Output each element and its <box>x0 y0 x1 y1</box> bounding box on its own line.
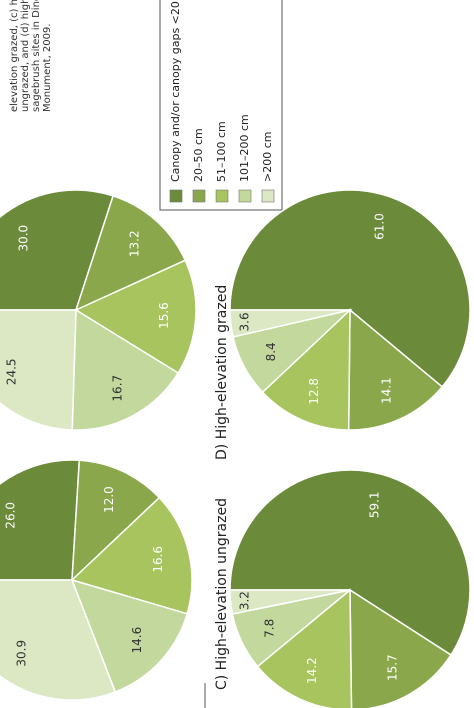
pie-slice <box>74 259 197 375</box>
legend-swatch <box>238 189 252 203</box>
pie-slice <box>0 309 77 431</box>
data-label: 7.8 <box>262 619 276 638</box>
pie-slice <box>347 308 444 431</box>
data-label: 30.0 <box>16 225 30 252</box>
data-label: 14.1 <box>380 377 394 404</box>
data-label: 15.7 <box>386 654 400 681</box>
data-label: 16.6 <box>151 546 165 573</box>
legend-swatch <box>169 189 183 203</box>
caption-line: Monument, 2009. <box>42 23 53 112</box>
data-label: 8.4 <box>264 342 278 361</box>
data-label: 59.1 <box>368 491 382 518</box>
data-label: 16.7 <box>111 375 125 402</box>
data-label: 30.9 <box>14 640 28 667</box>
data-label: 3.6 <box>238 312 252 331</box>
caption-line: elevation grazed, (c) high-elevation <box>9 0 20 112</box>
data-label: 13.2 <box>128 230 142 257</box>
data-label: 61.0 <box>373 213 387 240</box>
data-label: 24.5 <box>5 358 19 385</box>
pie-slice <box>349 588 452 708</box>
data-label: 14.6 <box>130 627 144 654</box>
legend-swatch <box>215 189 229 203</box>
pie-slice <box>71 459 161 582</box>
legend-label: 20–50 cm <box>192 128 205 182</box>
pie-slice <box>0 189 115 311</box>
caption-line: ungrazed, and (d) high-elevation grazed <box>20 0 31 112</box>
pie-title: D) High-elevation grazed <box>214 285 230 460</box>
pie-slice <box>0 459 81 581</box>
legend-label: >200 cm <box>261 132 274 182</box>
data-label: 3.2 <box>237 591 251 610</box>
legend-swatch <box>192 189 206 203</box>
pie-slice <box>70 578 189 693</box>
pie-slice <box>71 308 180 431</box>
data-label: 12.8 <box>307 378 321 405</box>
pie-slice <box>229 469 471 656</box>
pie-title: C) High-elevation ungrazed <box>214 498 230 690</box>
legend-label: 101–200 cm <box>238 114 251 182</box>
pie-slice <box>229 589 351 615</box>
legend-label: Canopy and/or canopy gaps <20 cm <box>169 0 182 182</box>
caption-line: sagebrush sites in Dinosaur National <box>31 0 42 112</box>
pie-slice <box>0 579 117 701</box>
pie-slice <box>229 309 351 338</box>
data-label: 15.6 <box>157 302 171 329</box>
legend-box <box>159 0 283 211</box>
pie-slice <box>256 588 353 708</box>
data-label: 12.0 <box>102 486 116 513</box>
legend-label: 51–100 cm <box>215 121 228 182</box>
pie-slice <box>74 194 187 312</box>
data-label: 14.2 <box>305 657 319 684</box>
pie-slice <box>229 189 471 388</box>
pie-slice <box>261 308 351 431</box>
pie-slice <box>70 496 193 615</box>
legend-swatch <box>261 189 275 203</box>
data-label: 26.0 <box>4 502 18 529</box>
